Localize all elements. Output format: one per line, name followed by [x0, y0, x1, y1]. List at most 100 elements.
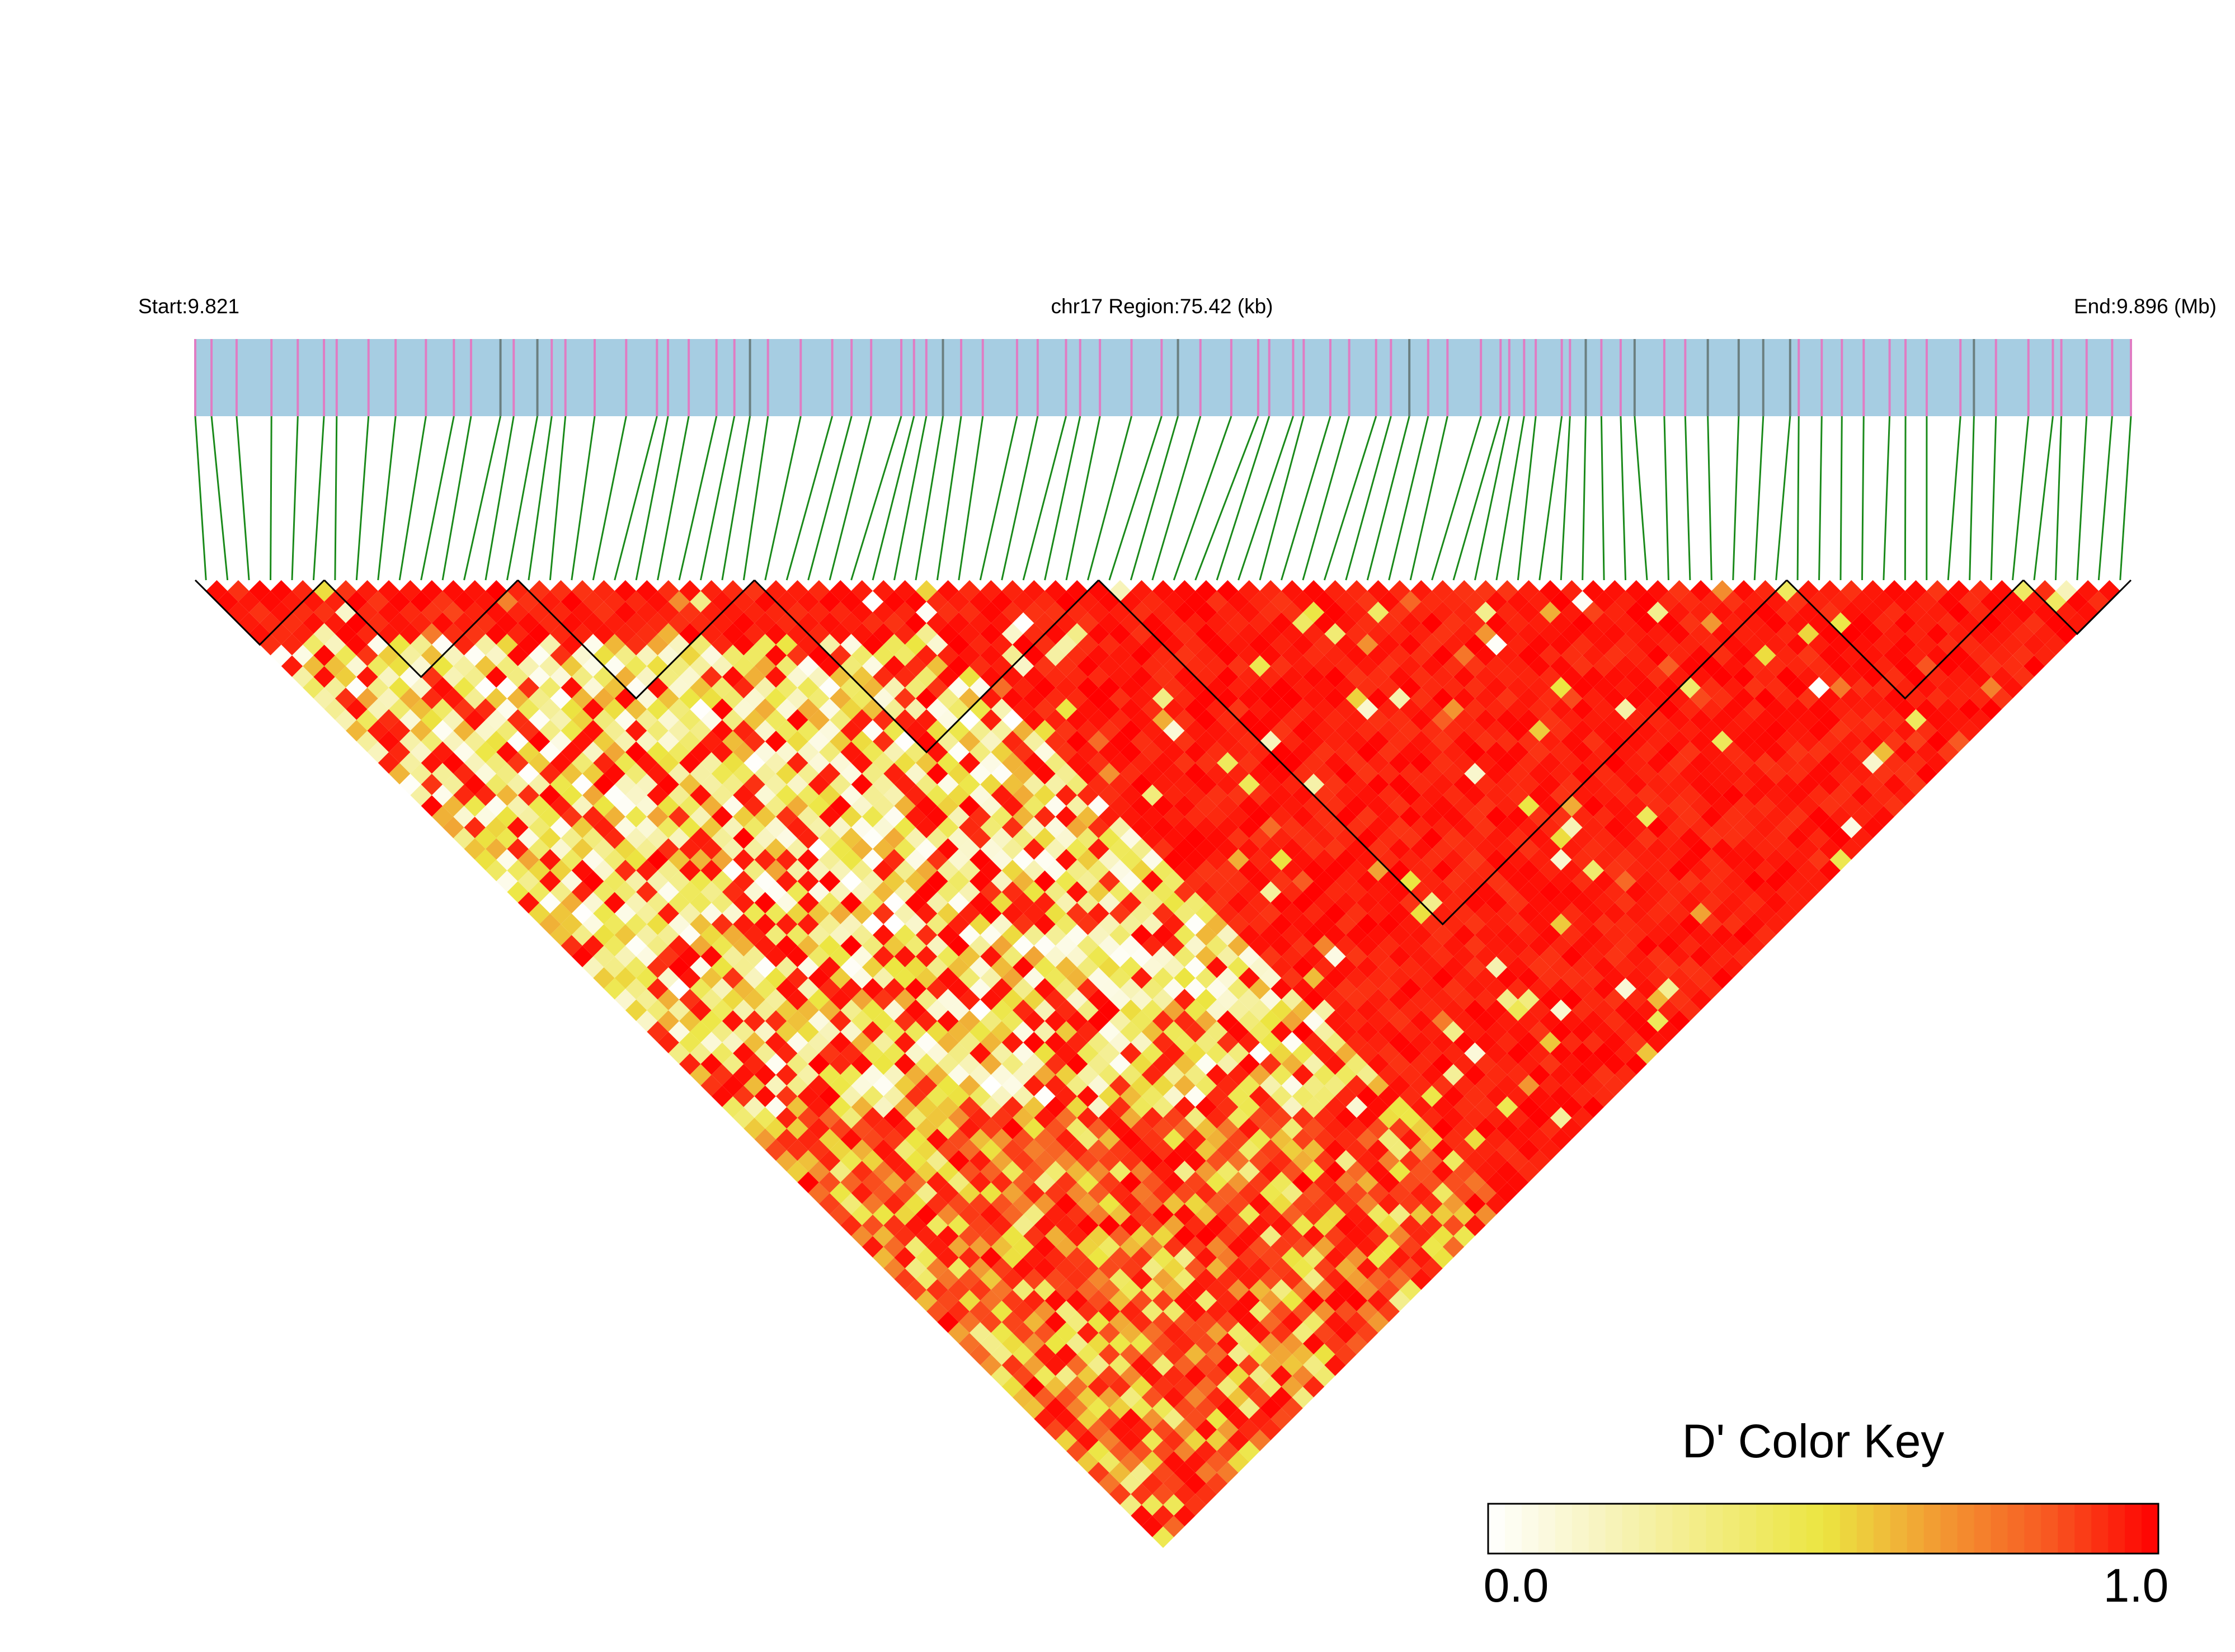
ld-cell	[991, 1021, 1013, 1043]
snp-link	[1753, 416, 1765, 581]
ld-cell	[604, 591, 625, 613]
snp-link	[872, 416, 915, 581]
ld-cell	[1518, 580, 1540, 602]
ld-cell	[1109, 666, 1131, 688]
ld-cell	[1217, 1440, 1239, 1462]
ld-cell	[1604, 623, 1626, 645]
ld-cell	[227, 580, 250, 602]
ld-cell	[464, 580, 486, 602]
ld-cell	[604, 719, 625, 742]
ld-cell	[991, 913, 1013, 935]
ld-cell	[894, 1182, 916, 1204]
ld-cell	[818, 1064, 841, 1086]
ld-cell	[722, 859, 744, 882]
ld-cell	[604, 806, 625, 828]
ld-cell	[776, 892, 798, 914]
ld-cell	[1131, 1203, 1152, 1226]
ld-cell	[1314, 634, 1335, 656]
ld-cell	[1131, 1397, 1152, 1419]
ld-cell	[1658, 655, 1679, 677]
ld-cell	[1088, 1246, 1109, 1269]
ld-cell	[1109, 902, 1131, 925]
ld-cell	[1174, 709, 1196, 731]
ld-cell	[2098, 580, 2120, 602]
ld-cell	[1507, 956, 1529, 978]
ld-cell	[744, 816, 765, 839]
ld-cell	[830, 580, 851, 602]
ld-cell	[507, 859, 529, 882]
ld-cell	[367, 634, 389, 656]
ld-cell	[249, 623, 271, 645]
ld-cell	[818, 849, 841, 870]
ld-cell	[1034, 1042, 1056, 1064]
ld-cell	[625, 870, 647, 892]
ld-cell	[797, 806, 819, 828]
snp-link	[1001, 416, 1039, 581]
ld-cell	[840, 913, 862, 935]
ld-cell	[1174, 967, 1196, 989]
snp-link	[1302, 416, 1351, 581]
ld-cell	[647, 935, 669, 957]
ld-cell	[1798, 838, 1819, 860]
ld-cell	[1658, 806, 1679, 828]
ld-cell	[1109, 816, 1131, 839]
ld-cell	[1066, 1311, 1088, 1333]
ld-cell	[1561, 859, 1583, 882]
ld-cell	[1367, 1225, 1389, 1247]
ld-cell	[582, 806, 604, 828]
ld-cell	[1217, 795, 1239, 817]
ld-cell	[1271, 1042, 1292, 1064]
ld-cell	[625, 806, 647, 828]
ld-cell	[539, 655, 561, 677]
ld-cell	[496, 719, 518, 742]
ld-cell	[700, 1053, 722, 1075]
ld-cell	[1174, 1483, 1196, 1505]
ld-cell	[679, 816, 701, 839]
ld-cell	[292, 644, 314, 666]
ld-cell	[873, 1118, 895, 1140]
color-key-swatch	[2125, 1504, 2143, 1554]
ld-cell	[700, 1032, 722, 1053]
ld-cell	[1271, 1128, 1292, 1150]
ld-cell	[700, 601, 722, 623]
ld-cell	[679, 580, 701, 602]
ld-cell	[443, 731, 464, 752]
color-key-swatch	[1890, 1504, 1908, 1554]
ld-cell	[722, 580, 744, 602]
ld-cell	[539, 591, 561, 613]
ld-cell	[528, 838, 550, 860]
ld-cell	[1131, 731, 1152, 752]
ld-cell	[539, 870, 561, 892]
ld-cell	[647, 827, 669, 849]
ld-cell	[1131, 1225, 1152, 1247]
ld-cell	[1314, 892, 1335, 914]
snp-link	[1620, 416, 1627, 581]
ld-cell	[399, 688, 421, 709]
ld-cell	[335, 688, 357, 709]
ld-cell	[1507, 784, 1529, 806]
ld-cell	[486, 859, 507, 882]
ld-cell	[486, 774, 507, 796]
ld-cell	[840, 1128, 862, 1150]
ld-cell	[1464, 784, 1486, 806]
ld-cell	[1012, 849, 1034, 870]
ld-cell	[1604, 881, 1626, 903]
color-key-swatch	[2074, 1504, 2092, 1554]
ld-cell	[937, 1139, 959, 1161]
ld-cell	[474, 806, 497, 828]
ld-cell	[1034, 827, 1056, 849]
ld-cell	[378, 623, 400, 645]
ld-cell	[367, 612, 389, 634]
snp-link	[936, 416, 962, 581]
ld-cell	[776, 913, 798, 935]
ld-cell	[1507, 978, 1529, 1000]
ld-cell	[1217, 838, 1239, 860]
ld-cell	[1174, 1397, 1196, 1419]
ld-cell	[1314, 741, 1335, 763]
ld-cell	[346, 612, 368, 634]
ld-cell	[797, 741, 819, 763]
ld-cell	[1798, 644, 1819, 666]
ld-cell	[1733, 945, 1755, 967]
ld-cell	[1754, 709, 1776, 731]
ld-cell	[1217, 859, 1239, 882]
